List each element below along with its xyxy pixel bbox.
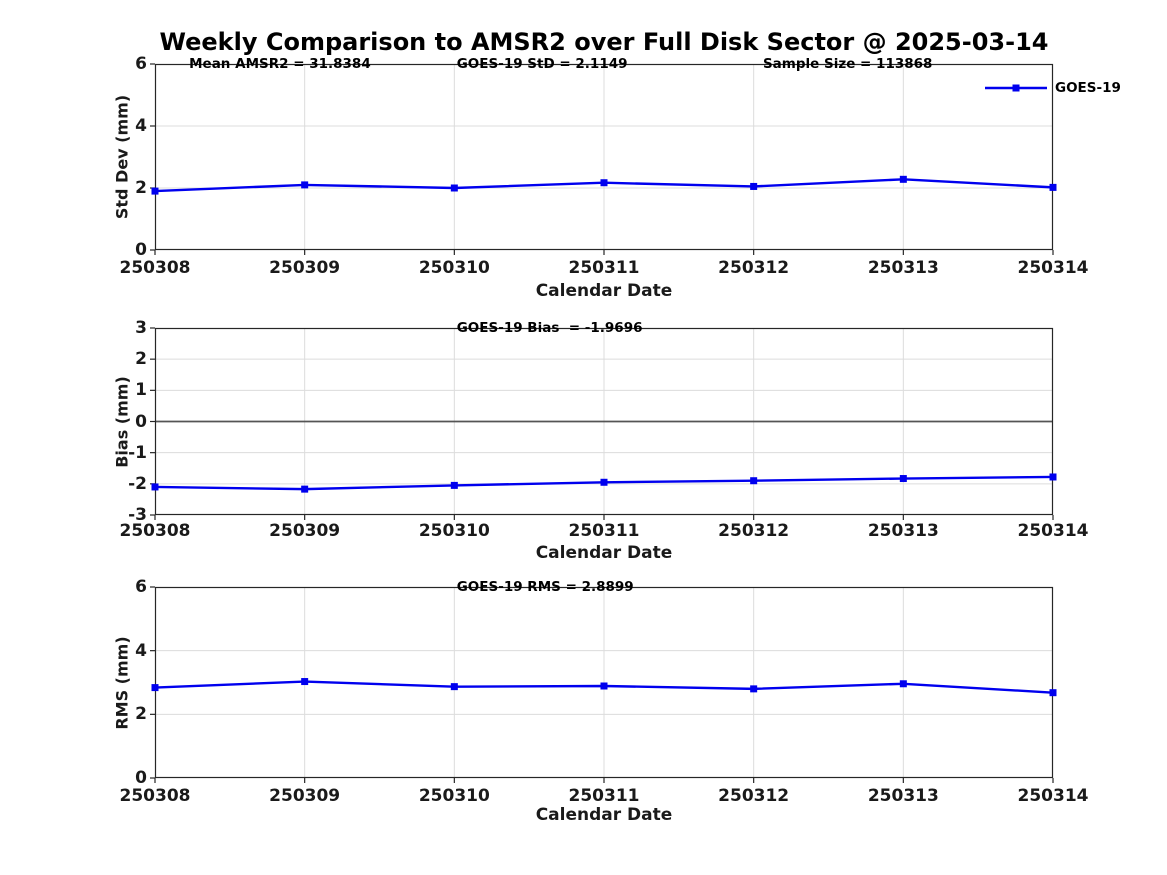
data-point-marker bbox=[301, 678, 309, 686]
data-point-marker bbox=[301, 181, 309, 189]
y-tick-label: 6 bbox=[135, 577, 147, 597]
data-point-marker bbox=[151, 684, 159, 692]
x-tick-label: 250310 bbox=[418, 521, 490, 541]
x-tick-label: 250309 bbox=[269, 786, 341, 806]
data-point-marker bbox=[1049, 473, 1057, 481]
x-tick-label: 250312 bbox=[718, 521, 790, 541]
y-tick-label: 0 bbox=[135, 768, 147, 788]
data-point-marker bbox=[600, 478, 608, 486]
axis-frame bbox=[154, 586, 1054, 779]
y-tick-label: 2 bbox=[135, 704, 147, 725]
page-title: Weekly Comparison to AMSR2 over Full Dis… bbox=[159, 28, 1049, 56]
x-tick-label: 250310 bbox=[418, 786, 490, 806]
annotation-sample-size: Sample Size = 113868 bbox=[762, 56, 933, 72]
plot-area-bias bbox=[150, 327, 1057, 520]
x-axis-label-std-dev: Calendar Date bbox=[535, 281, 673, 301]
y-tick-label: 0 bbox=[135, 411, 147, 432]
y-tick-label: -3 bbox=[128, 505, 147, 525]
data-point-marker bbox=[899, 175, 907, 183]
data-point-marker bbox=[750, 477, 758, 485]
x-tick-label: 250313 bbox=[867, 258, 939, 278]
x-tick-label: 250312 bbox=[718, 258, 790, 278]
data-point-marker bbox=[151, 483, 159, 491]
y-tick-label: 1 bbox=[135, 380, 147, 401]
y-tick-label: 0 bbox=[135, 240, 147, 260]
x-tick-label: 250313 bbox=[867, 786, 939, 806]
x-axis-label-bias: Calendar Date bbox=[535, 543, 673, 563]
x-tick-label: 250309 bbox=[269, 258, 341, 278]
y-tick-label: -2 bbox=[128, 473, 147, 494]
axis-frame bbox=[154, 63, 1054, 251]
data-point-marker bbox=[1049, 183, 1057, 191]
x-tick-label: 250308 bbox=[119, 258, 191, 278]
y-tick-label: 6 bbox=[135, 54, 147, 74]
legend-label: GOES-19 bbox=[1055, 80, 1121, 96]
data-point-marker bbox=[450, 683, 458, 691]
y-axis-label-rms: RMS (mm) bbox=[112, 635, 132, 730]
annotation-goes19-std: GOES-19 StD = 2.1149 bbox=[456, 56, 628, 72]
x-tick-label: 250310 bbox=[418, 258, 490, 278]
plot-area-rms bbox=[150, 586, 1057, 783]
annotation-goes19-rms: GOES-19 RMS = 2.8899 bbox=[456, 579, 634, 595]
legend-line-marker-icon bbox=[985, 84, 1047, 92]
data-point-marker bbox=[450, 184, 458, 192]
y-tick-label: -1 bbox=[128, 442, 147, 463]
annotation-mean-amsr2: Mean AMSR2 = 31.8384 bbox=[189, 56, 371, 72]
data-point-marker bbox=[301, 485, 309, 493]
y-tick-label: 2 bbox=[135, 349, 147, 370]
x-axis-label-rms: Calendar Date bbox=[535, 805, 673, 825]
plot-area-std-dev bbox=[150, 63, 1057, 255]
data-point-marker bbox=[750, 182, 758, 190]
annotation-goes19-bias: GOES-19 Bias = -1.9696 bbox=[456, 320, 643, 336]
data-point-marker bbox=[600, 179, 608, 187]
x-tick-label: 250311 bbox=[568, 786, 640, 806]
data-point-marker bbox=[600, 682, 608, 690]
x-tick-label: 250311 bbox=[568, 521, 640, 541]
data-point-marker bbox=[899, 680, 907, 688]
legend-marker bbox=[1012, 84, 1020, 92]
x-tick-label: 250309 bbox=[269, 521, 341, 541]
x-tick-label: 250308 bbox=[119, 786, 191, 806]
y-tick-label: 4 bbox=[135, 116, 147, 136]
y-axis-label-std-dev: Std Dev (mm) bbox=[112, 94, 132, 220]
x-tick-label: 250314 bbox=[1017, 258, 1089, 278]
axis-frame bbox=[154, 327, 1054, 516]
y-tick-label: 2 bbox=[135, 178, 147, 198]
x-tick-label: 250311 bbox=[568, 258, 640, 278]
x-tick-label: 250314 bbox=[1017, 521, 1089, 541]
x-tick-label: 250308 bbox=[119, 521, 191, 541]
data-point-marker bbox=[450, 481, 458, 489]
x-tick-label: 250313 bbox=[867, 521, 939, 541]
data-point-marker bbox=[899, 475, 907, 483]
y-tick-label: 4 bbox=[135, 640, 147, 661]
data-point-marker bbox=[1049, 689, 1057, 697]
legend: GOES-19 bbox=[985, 80, 1121, 96]
data-point-marker bbox=[750, 685, 758, 693]
x-tick-label: 250314 bbox=[1017, 786, 1089, 806]
x-tick-label: 250312 bbox=[718, 786, 790, 806]
y-tick-label: 3 bbox=[135, 318, 147, 338]
data-point-marker bbox=[151, 187, 159, 195]
